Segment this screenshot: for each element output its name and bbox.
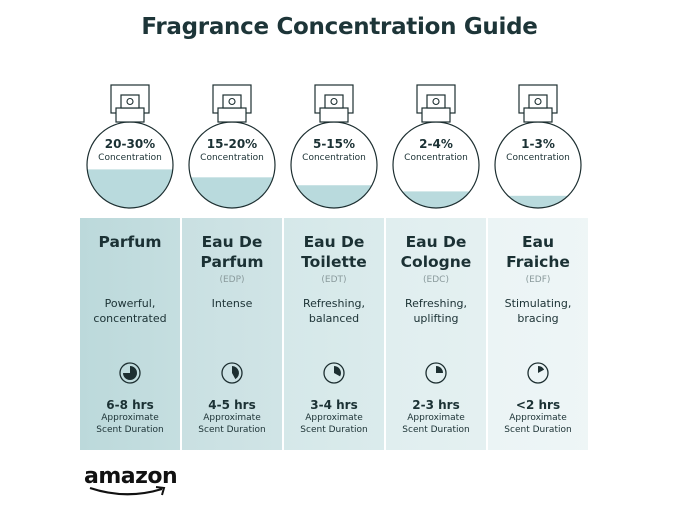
duration-label: Approximate Scent Duration (284, 412, 384, 436)
fragrance-name: Parfum (98, 233, 162, 251)
clock-fill (232, 366, 239, 380)
clock-icon (119, 362, 141, 384)
duration-label-line1: Approximate (509, 413, 567, 423)
fragrance-description: Stimulating, bracing (504, 297, 572, 325)
concentration-label: Concentration (302, 153, 366, 163)
fragrance-info-box: Eau De Cologne (EDC) Refreshing, uplifting… (386, 218, 486, 450)
fragrance-info-box: Parfum Powerful, concentrated 6-8 hrs App… (80, 218, 180, 450)
logo-text: amazon (84, 464, 178, 489)
duration-label-line2: Scent Duration (198, 425, 266, 435)
concentration-label: Concentration (98, 153, 162, 163)
duration-label-line1: Approximate (203, 413, 261, 423)
concentration-label: Concentration (506, 153, 570, 163)
duration-label: Approximate Scent Duration (488, 412, 588, 436)
fragrance-abbreviation: (EDT) (321, 275, 347, 285)
perfume-bottle-icon (494, 84, 582, 209)
duration-label: Approximate Scent Duration (80, 412, 180, 436)
duration-label-line1: Approximate (407, 413, 465, 423)
fragrance-info-box: Eau Fraiche (EDF) Stimulating, bracing <2 … (488, 218, 588, 450)
duration-label-line1: Approximate (101, 413, 159, 423)
duration-label-line2: Scent Duration (300, 425, 368, 435)
fragrance-column: 5-15% Concentration Eau De Toilette (EDT)… (284, 75, 384, 450)
fragrance-name: Eau De Cologne (400, 233, 472, 271)
duration-label-line2: Scent Duration (504, 425, 572, 435)
fragrance-info-box: Eau De Toilette (EDT) Refreshing, balanced… (284, 218, 384, 450)
fragrance-description: Intense (211, 297, 253, 310)
perfume-bottle-icon (290, 84, 378, 209)
fragrance-name: Eau De Toilette (301, 233, 367, 271)
fragrance-name: Eau Fraiche (506, 233, 570, 271)
duration-label: Approximate Scent Duration (386, 412, 486, 436)
fragrance-description: Refreshing, balanced (302, 297, 366, 325)
fragrance-column: 15-20% Concentration Eau De Parfum (EDP) … (182, 75, 282, 450)
clock-icon (527, 362, 549, 384)
duration-hours: 4-5 hrs (208, 398, 256, 412)
fragrance-name: Eau De Parfum (200, 233, 264, 271)
concentration-label: Concentration (404, 153, 468, 163)
liquid-fill (189, 177, 275, 208)
perfume-bottle-icon (392, 84, 480, 209)
page-title: Fragrance Concentration Guide (141, 14, 538, 40)
clock-icon (221, 362, 243, 384)
concentration-percent: 20-30% (104, 137, 156, 151)
liquid-fill (393, 191, 479, 208)
clock-icon (323, 362, 345, 384)
fragrance-description: Refreshing, uplifting (404, 297, 468, 325)
concentration-percent: 5-15% (312, 137, 356, 151)
duration-label: Approximate Scent Duration (182, 412, 282, 436)
duration-hours: 6-8 hrs (106, 398, 154, 412)
duration-label-line1: Approximate (305, 413, 363, 423)
concentration-label: Concentration (200, 153, 264, 163)
clock-fill (538, 366, 545, 373)
concentration-percent: 1-3% (521, 137, 555, 151)
fragrance-abbreviation: (EDF) (525, 275, 551, 285)
duration-hours: 3-4 hrs (310, 398, 358, 412)
clock-fill (436, 366, 443, 373)
fragrance-column: 2-4% Concentration Eau De Cologne (EDC) R… (386, 75, 486, 450)
fragrance-info-box: Eau De Parfum (EDP) Intense 4-5 hrs Appro… (182, 218, 282, 450)
amazon-logo: amazon (84, 464, 178, 496)
liquid-fill (495, 195, 581, 208)
clock-icon (425, 362, 447, 384)
fragrance-column: 1-3% Concentration Eau Fraiche (EDF) Stim… (488, 75, 588, 450)
fragrance-abbreviation: (EDP) (219, 275, 245, 285)
duration-hours: 2-3 hrs (412, 398, 460, 412)
fragrance-column: 20-30% Concentration Parfum Powerful, con… (80, 75, 180, 450)
perfume-bottle-icon (86, 84, 174, 209)
concentration-percent: 15-20% (206, 137, 258, 151)
fragrance-description: Powerful, concentrated (93, 297, 167, 325)
perfume-bottle-icon (188, 84, 276, 209)
concentration-percent: 2-4% (419, 137, 453, 151)
duration-label-line2: Scent Duration (96, 425, 164, 435)
liquid-fill (87, 169, 173, 208)
fragrance-abbreviation: (EDC) (423, 275, 449, 285)
clock-fill (334, 366, 341, 377)
amazon-smile-arrow-icon (89, 486, 166, 496)
clock-fill (123, 366, 137, 380)
duration-hours: <2 hrs (515, 398, 561, 412)
duration-label-line2: Scent Duration (402, 425, 470, 435)
